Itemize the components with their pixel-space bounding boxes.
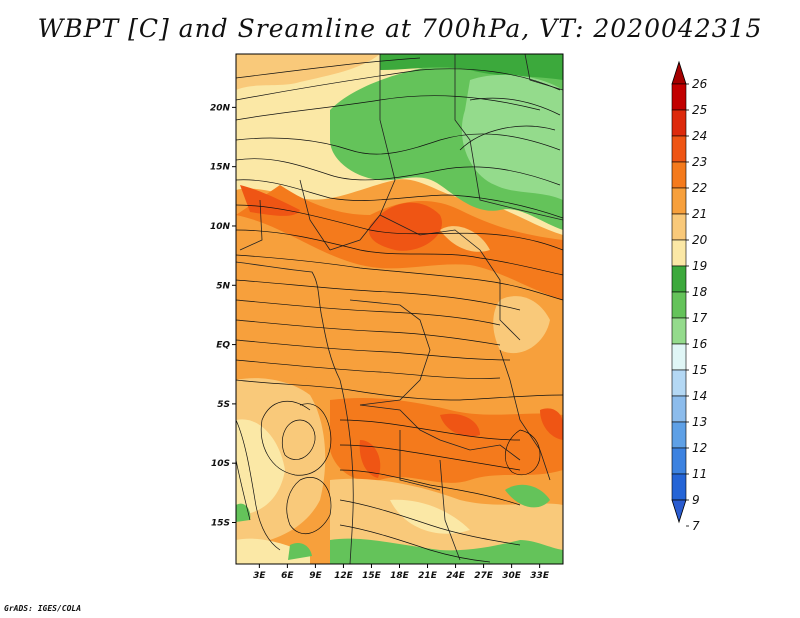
map-title: WBPT [C] and Sreamline at 700hPa, VT: 20… [37, 14, 763, 43]
colorbar-swatch [671, 447, 687, 475]
colorbar-swatch [671, 83, 687, 111]
colorbar-label: 16 [692, 337, 708, 351]
colorbar-swatch [671, 109, 687, 137]
lon-label: 33E [530, 571, 550, 581]
colorbar-swatch [671, 421, 687, 449]
colorbar-swatch [671, 265, 687, 293]
lon-label: 30E [502, 571, 522, 581]
streamlines [236, 57, 563, 563]
colorbar-cap-bottom [671, 499, 687, 524]
colorbar-label: 21 [692, 207, 707, 221]
lat-label: 15N [210, 163, 231, 173]
lat-label: 15S [211, 518, 230, 528]
colorbar-label: 18 [692, 285, 708, 299]
lon-label: 21E [418, 571, 438, 581]
colorbar-label: 11 [692, 467, 707, 481]
lat-label: 5S [217, 400, 230, 410]
lon-label: 15E [362, 571, 382, 581]
colorbar-label: 17 [692, 311, 708, 325]
colorbar-cap-top [671, 60, 687, 85]
lat-label: 10N [210, 222, 231, 232]
lon-label: 12E [334, 571, 354, 581]
lat-label: EQ [216, 341, 230, 351]
colorbar-swatch [671, 291, 687, 319]
lon-label: 9E [309, 571, 322, 581]
lon-label: 18E [390, 571, 410, 581]
colorbar-label: 26 [692, 77, 708, 91]
lat-label: 20N [210, 103, 231, 113]
political-boundaries [236, 54, 563, 564]
lon-label: 27E [474, 571, 494, 581]
colorbar-label: 25 [692, 103, 707, 117]
colorbar-label: 19 [692, 259, 707, 273]
colorbar-label: 14 [692, 389, 707, 403]
colorbar-swatch [671, 213, 687, 241]
colorbar-swatch [671, 161, 687, 189]
colorbar-swatch [671, 239, 687, 267]
colorbar-label: 20 [692, 233, 708, 247]
latitude-axis: 20N 15N 10N 5N EQ 5S 10S 15S [210, 103, 236, 528]
colorbar-label: 13 [692, 415, 707, 429]
colorbar-swatch [671, 473, 687, 501]
colorbar-label: 7 [692, 519, 700, 533]
colorbar-swatch [671, 369, 687, 397]
lat-label: 5N [216, 281, 230, 291]
longitude-axis: 3E 6E 9E 12E 15E 18E 21E 24E 27E 30E 33E [253, 564, 550, 581]
colorbar-label: 9 [692, 493, 700, 507]
colorbar: 26 25 24 23 22 21 20 19 18 17 16 15 14 13 12 11 9 7 [671, 60, 708, 533]
grads-credit: GrADS: IGES/COLA [4, 604, 82, 613]
colorbar-label: 12 [692, 441, 707, 455]
colorbar-swatch [671, 317, 687, 345]
colorbar-swatch [671, 395, 687, 423]
colorbar-label: 24 [692, 129, 707, 143]
lon-label: 6E [281, 571, 294, 581]
wbpt-shading [236, 54, 563, 564]
colorbar-label: 22 [692, 181, 707, 195]
lon-label: 24E [446, 571, 466, 581]
colorbar-label: 15 [692, 363, 707, 377]
colorbar-swatch [671, 187, 687, 215]
lon-label: 3E [253, 571, 266, 581]
colorbar-swatch [671, 135, 687, 163]
lat-label: 10S [211, 459, 230, 469]
colorbar-swatch [671, 343, 687, 371]
colorbar-label: 23 [692, 155, 707, 169]
